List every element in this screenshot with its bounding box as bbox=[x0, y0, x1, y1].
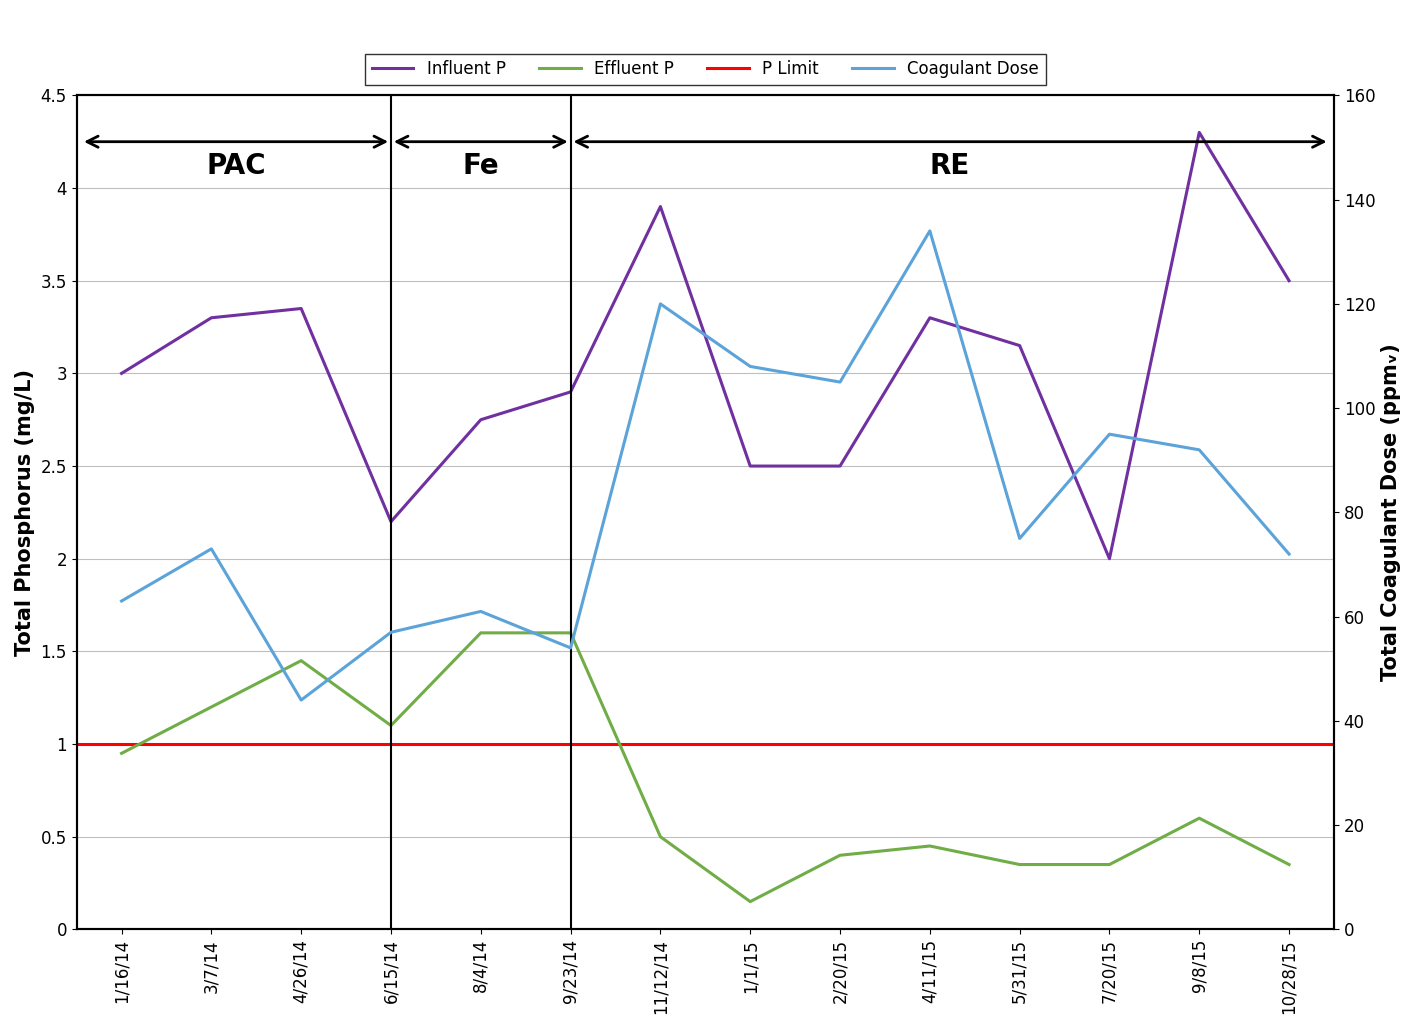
P Limit bbox=[202, 738, 219, 750]
Effluent P bbox=[1102, 858, 1119, 871]
Effluent P bbox=[1191, 812, 1208, 824]
Coagulant Dose bbox=[382, 626, 399, 638]
Effluent P bbox=[651, 830, 668, 843]
Coagulant Dose bbox=[1191, 443, 1208, 456]
Line: Influent P: Influent P bbox=[122, 133, 1289, 559]
Coagulant Dose bbox=[473, 605, 490, 617]
Coagulant Dose bbox=[1280, 547, 1297, 560]
Influent P bbox=[113, 367, 130, 380]
Coagulant Dose bbox=[831, 376, 848, 388]
Influent P bbox=[742, 460, 759, 472]
Effluent P bbox=[473, 627, 490, 639]
Coagulant Dose bbox=[742, 360, 759, 372]
Influent P bbox=[562, 386, 579, 398]
Coagulant Dose bbox=[1011, 532, 1028, 544]
Line: Effluent P: Effluent P bbox=[122, 633, 1289, 901]
Coagulant Dose bbox=[651, 297, 668, 310]
Legend: Influent P, Effluent P, P Limit, Coagulant Dose: Influent P, Effluent P, P Limit, Coagula… bbox=[365, 54, 1045, 85]
Effluent P bbox=[113, 747, 130, 759]
Coagulant Dose bbox=[293, 694, 310, 706]
Text: Fe: Fe bbox=[463, 152, 498, 180]
Coagulant Dose bbox=[1102, 428, 1119, 440]
Text: RE: RE bbox=[930, 152, 970, 180]
Influent P bbox=[293, 303, 310, 315]
Effluent P bbox=[293, 654, 310, 667]
Effluent P bbox=[202, 701, 219, 713]
Influent P bbox=[922, 312, 939, 324]
Text: PAC: PAC bbox=[207, 152, 266, 180]
Influent P bbox=[473, 414, 490, 426]
Influent P bbox=[382, 516, 399, 528]
Y-axis label: Total Coagulant Dose (ppmᵥ): Total Coagulant Dose (ppmᵥ) bbox=[1381, 344, 1400, 681]
Influent P bbox=[1011, 340, 1028, 352]
Effluent P bbox=[831, 849, 848, 861]
Effluent P bbox=[742, 895, 759, 908]
Coagulant Dose bbox=[562, 642, 579, 654]
P Limit bbox=[113, 738, 130, 750]
Coagulant Dose bbox=[922, 224, 939, 237]
Influent P bbox=[202, 312, 219, 324]
Effluent P bbox=[1280, 858, 1297, 871]
Influent P bbox=[651, 201, 668, 213]
Effluent P bbox=[922, 840, 939, 852]
Influent P bbox=[1280, 275, 1297, 287]
Effluent P bbox=[1011, 858, 1028, 871]
Influent P bbox=[1191, 127, 1208, 139]
Influent P bbox=[1102, 553, 1119, 565]
Coagulant Dose bbox=[202, 542, 219, 555]
Y-axis label: Total Phosphorus (mg/L): Total Phosphorus (mg/L) bbox=[16, 368, 35, 655]
Coagulant Dose bbox=[113, 595, 130, 607]
Line: Coagulant Dose: Coagulant Dose bbox=[122, 230, 1289, 700]
Influent P bbox=[831, 460, 848, 472]
Effluent P bbox=[382, 719, 399, 732]
Effluent P bbox=[562, 627, 579, 639]
